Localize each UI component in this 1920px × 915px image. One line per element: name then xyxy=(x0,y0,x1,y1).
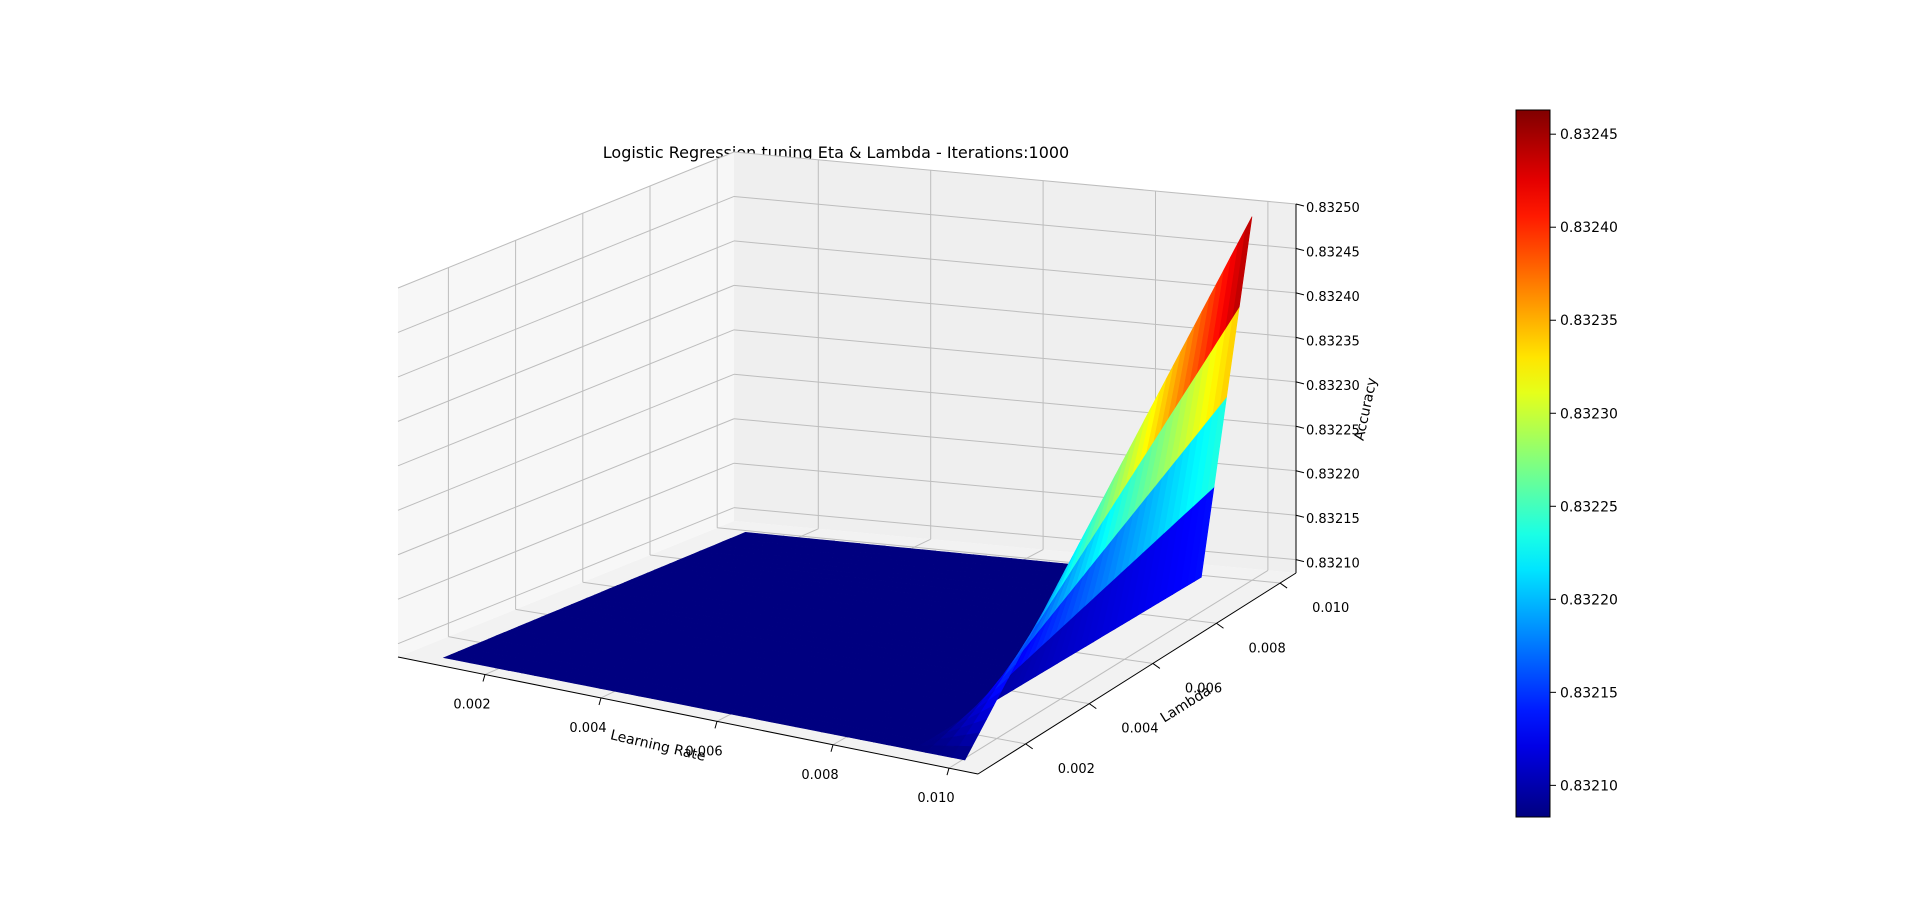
z-tick xyxy=(1295,470,1305,474)
chart-title: Logistic Regression tuning Eta & Lambda … xyxy=(603,143,1069,162)
z-tick-label: 0.83215 xyxy=(1306,512,1360,527)
grid-line xyxy=(397,507,735,645)
grid-line xyxy=(397,240,735,378)
grid-line xyxy=(397,151,735,289)
y-axis-line xyxy=(977,572,1297,775)
x-tick-label: 0.006 xyxy=(685,744,722,759)
colorbar-tick-label: 0.83245 xyxy=(1560,127,1618,143)
z-tick xyxy=(1295,247,1305,251)
surface-plot xyxy=(442,216,1253,761)
colorbar-tick-label: 0.83210 xyxy=(1560,778,1618,794)
colorbar-strip xyxy=(1515,109,1551,818)
z-tick xyxy=(1295,203,1305,207)
y-tick-label: 0.008 xyxy=(1249,641,1286,656)
y-tick-label: 0.002 xyxy=(1058,762,1095,777)
z-tick-label: 0.83230 xyxy=(1306,379,1360,394)
grid-line xyxy=(733,151,1297,205)
x-tick-label: 0.010 xyxy=(917,791,954,806)
x-tick xyxy=(714,721,718,729)
x-tick xyxy=(482,674,486,682)
colorbar-tick-label: 0.83215 xyxy=(1560,685,1618,701)
grid-line xyxy=(397,329,735,467)
x-tick-label: 0.008 xyxy=(801,768,838,783)
y-tick xyxy=(1089,703,1097,710)
x-tick xyxy=(830,744,834,752)
colorbar-tick-label: 0.83235 xyxy=(1560,313,1618,329)
grid-line xyxy=(397,418,735,556)
y-tick-label: 0.006 xyxy=(1185,681,1222,696)
colorbar-tick-label: 0.83230 xyxy=(1560,406,1618,422)
y-tick xyxy=(1152,663,1161,669)
y-tick xyxy=(1216,622,1224,629)
grid-line xyxy=(397,462,735,600)
grid-line xyxy=(948,569,1269,769)
surface-cell xyxy=(951,745,973,761)
z-tick-label: 0.83225 xyxy=(1306,423,1360,438)
axes: 0.002 0.004 0.006 0.008 0.010 0.002 0.004 0.006… xyxy=(397,201,1360,806)
x-tick-label: 0.004 xyxy=(569,721,606,736)
colorbar-tick-label: 0.83240 xyxy=(1560,220,1618,236)
y-tick-label: 0.004 xyxy=(1121,722,1158,737)
colorbar-tick-label: 0.83225 xyxy=(1560,499,1618,515)
z-tick-label: 0.83210 xyxy=(1306,557,1360,572)
z-tick xyxy=(1295,292,1305,296)
z-tick xyxy=(1295,381,1305,385)
grid-line xyxy=(397,284,735,422)
z-tick-label: 0.83235 xyxy=(1306,334,1360,349)
z-tick-label: 0.83240 xyxy=(1306,290,1360,305)
colorbar-tick-label: 0.83220 xyxy=(1560,592,1618,608)
y-tick-label: 0.010 xyxy=(1312,601,1349,616)
x-tick-label: 0.002 xyxy=(453,698,490,713)
x-tick xyxy=(946,768,950,776)
grid-line xyxy=(397,195,735,333)
z-tick-label: 0.83245 xyxy=(1306,245,1360,260)
grid-line xyxy=(733,195,1297,249)
y-tick xyxy=(1025,743,1033,750)
grid-line xyxy=(397,373,735,511)
z-tick xyxy=(1295,336,1305,340)
z-tick-label: 0.83220 xyxy=(1306,468,1360,483)
grid-line xyxy=(733,240,1297,294)
colorbar: 0.83210 0.83215 0.83220 0.83225 0.83230 0.832… xyxy=(1515,109,1618,818)
z-tick xyxy=(1295,559,1305,563)
z-tick-label: 0.83250 xyxy=(1306,201,1360,216)
z-tick xyxy=(1295,425,1305,429)
x-axis-label: Learning Rate xyxy=(609,727,707,764)
x-tick xyxy=(598,697,602,706)
z-tick xyxy=(1295,514,1305,518)
x-axis-line xyxy=(397,656,979,775)
y-tick xyxy=(1279,582,1288,589)
